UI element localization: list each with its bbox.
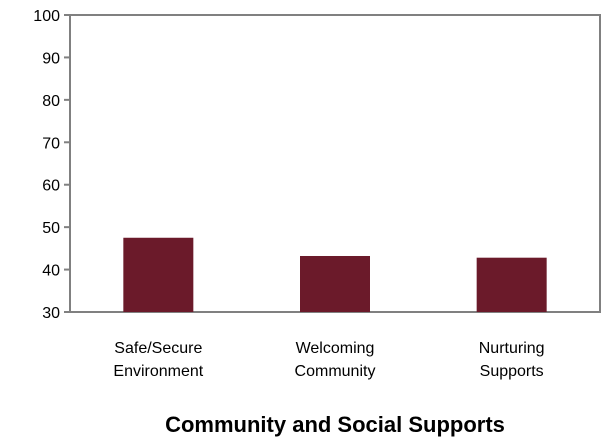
y-axis-ticks: 100 90 80 70 60 50 40 30 xyxy=(33,8,70,322)
y-tick-label: 70 xyxy=(42,135,60,152)
category-labels: Safe/Secure Environment Welcoming Community… xyxy=(113,340,544,380)
y-tick-label: 100 xyxy=(33,8,60,25)
bar xyxy=(476,257,547,312)
y-tick-label: 30 xyxy=(42,305,60,322)
y-tick-label: 90 xyxy=(42,50,60,67)
bar xyxy=(123,237,194,312)
x-axis-label: Community and Social Supports xyxy=(165,412,505,437)
y-tick-label: 50 xyxy=(42,220,60,237)
y-tick-label: 40 xyxy=(42,263,60,280)
category-label: Safe/Secure xyxy=(114,340,202,357)
category-label: Welcoming xyxy=(296,340,375,357)
bar xyxy=(300,255,370,312)
category-label: Environment xyxy=(113,363,203,380)
category-label: Supports xyxy=(480,363,544,380)
y-tick-label: 60 xyxy=(42,178,60,195)
category-label: Nurturing xyxy=(479,340,545,357)
category-label: Community xyxy=(295,363,376,380)
y-tick-label: 80 xyxy=(42,93,60,110)
bars xyxy=(123,237,547,312)
